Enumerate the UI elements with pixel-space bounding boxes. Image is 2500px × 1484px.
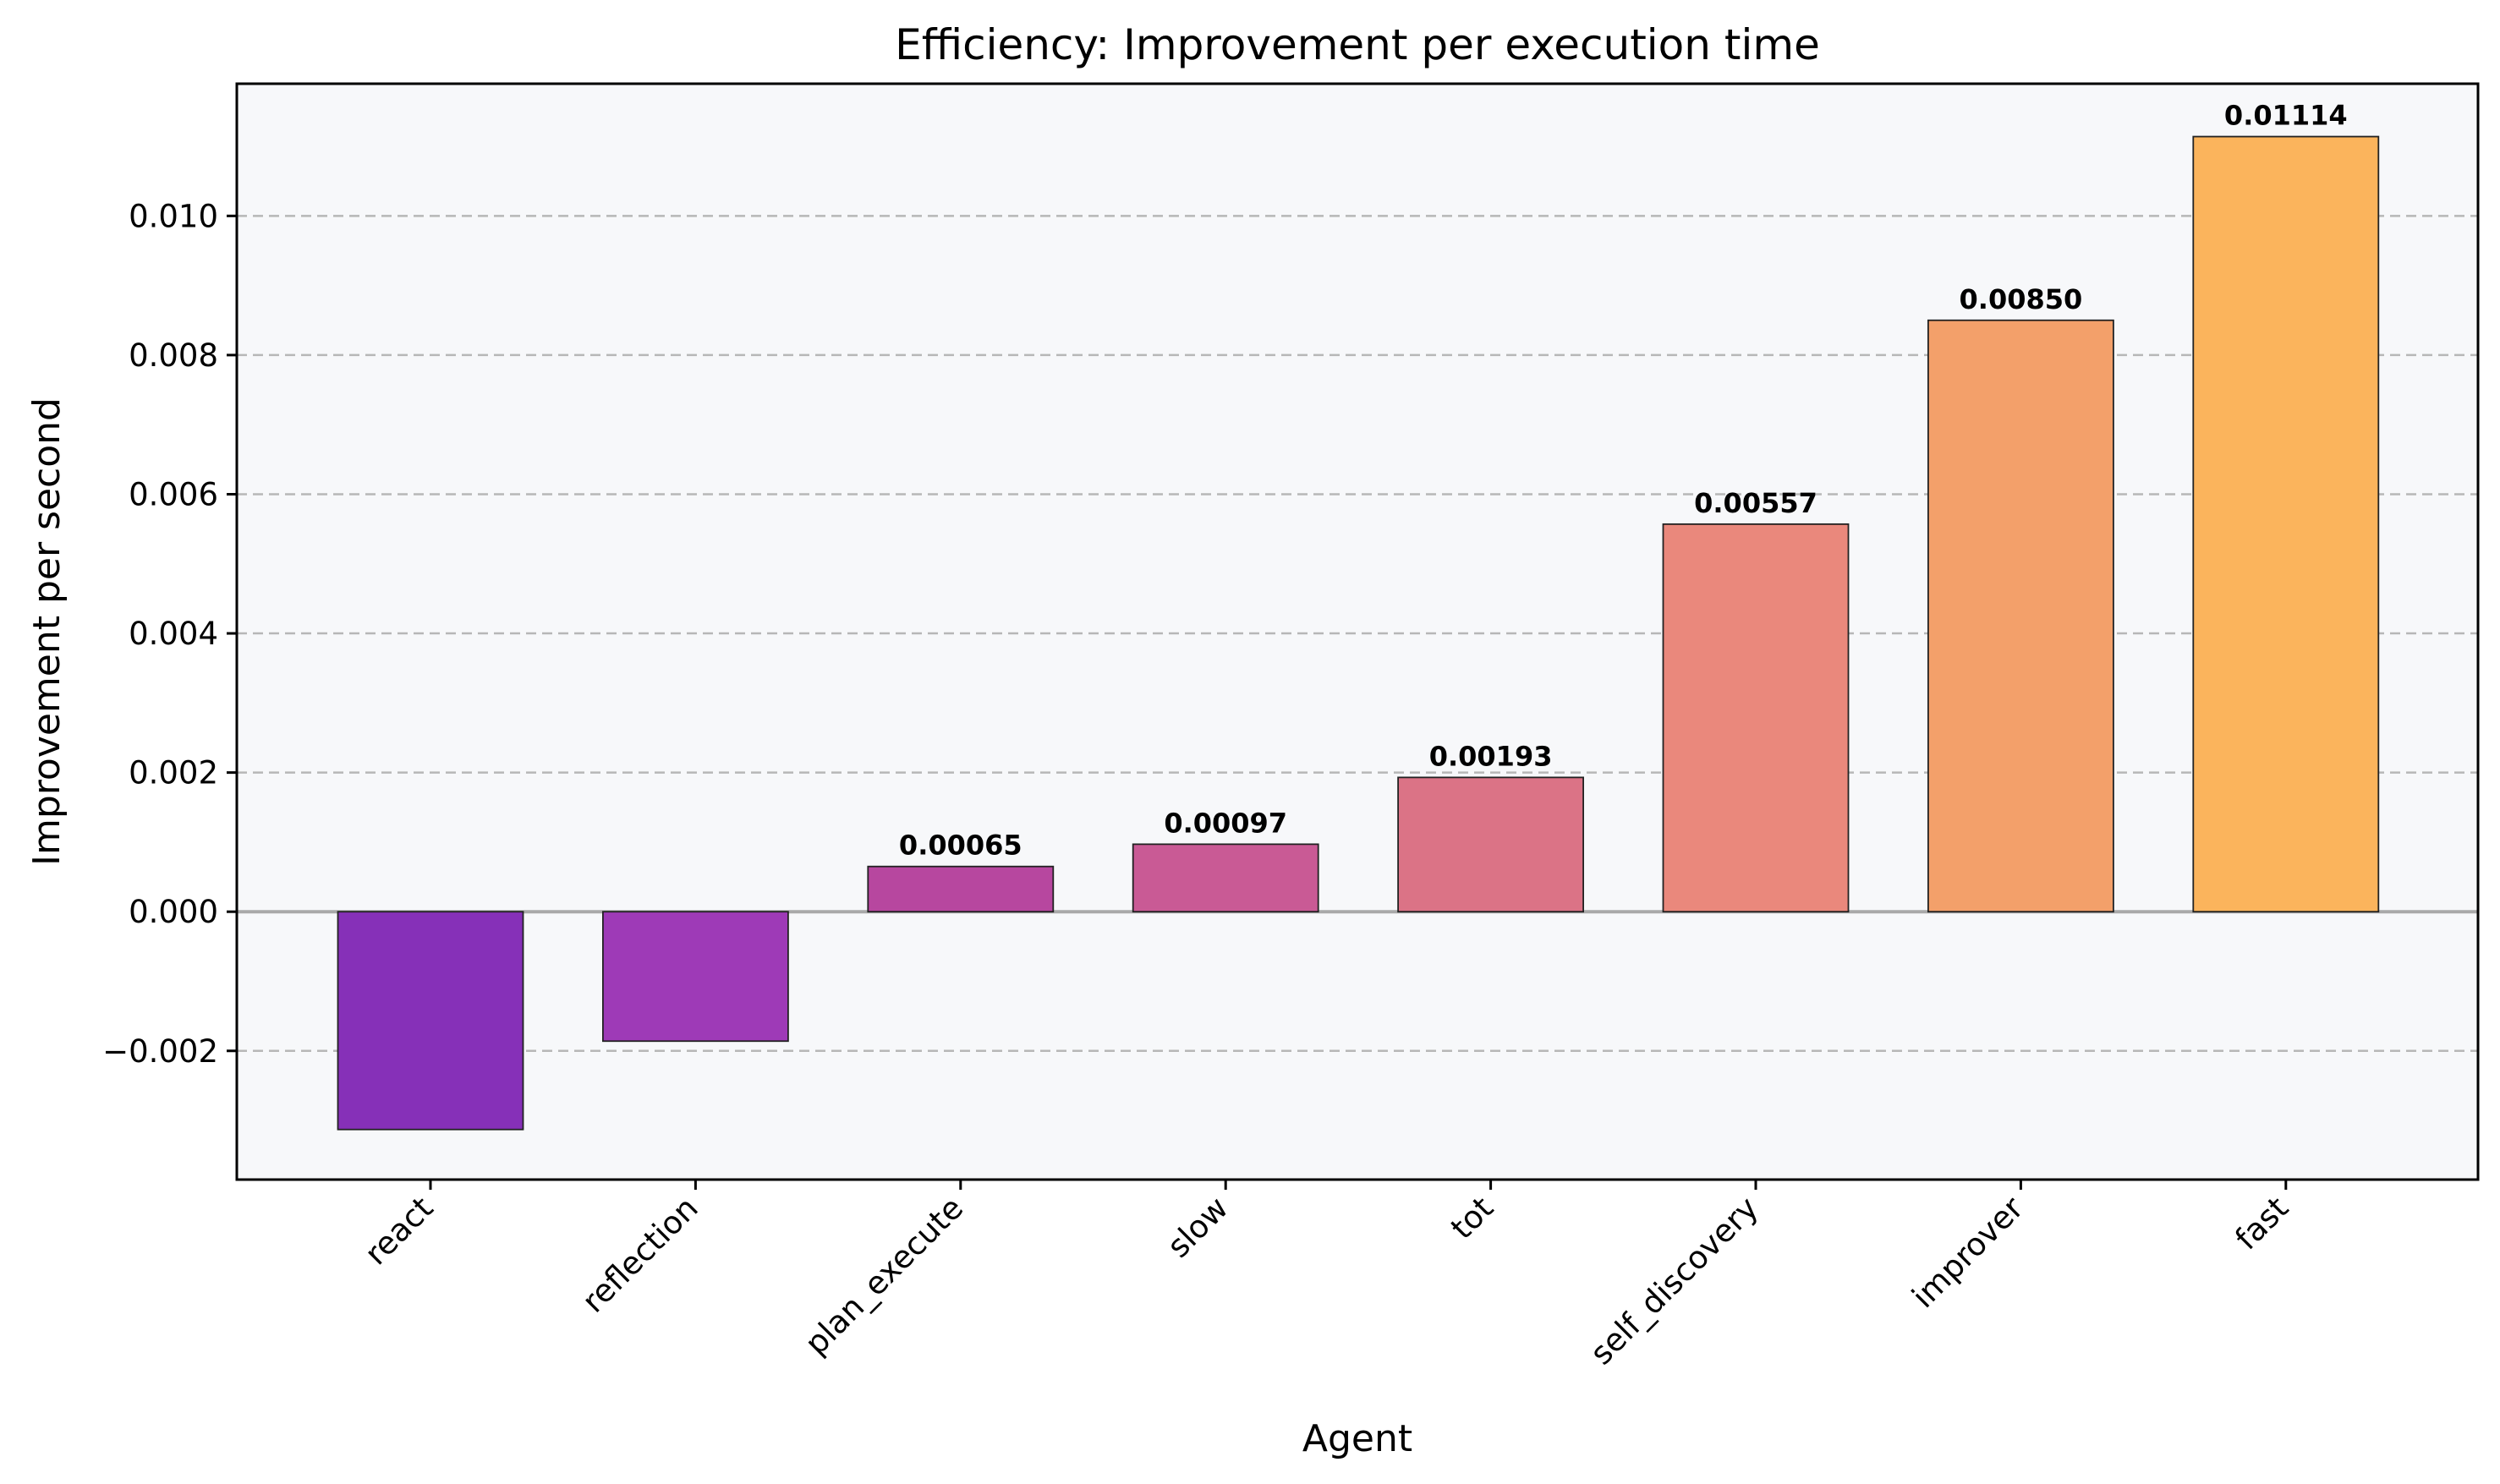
- x-tick-label: slow: [1160, 1190, 1236, 1265]
- data-label: 0.00097: [1164, 807, 1287, 839]
- x-tick-label: fast: [2229, 1190, 2296, 1257]
- x-tick-label: reflection: [575, 1190, 705, 1320]
- x-tick-label: self_discovery: [1583, 1190, 1765, 1372]
- data-labels: 0.00065 0.00097 0.00193 0.00557 0.00850 0.011…: [899, 100, 2348, 862]
- y-tick-label: 0.010: [129, 198, 218, 234]
- bar-improver: [1927, 319, 2114, 913]
- bar-react: [337, 911, 524, 1131]
- y-axis-label: Improvement per second: [25, 397, 69, 866]
- y-tick-label: −0.002: [102, 1033, 218, 1070]
- y-tick-label: 0.000: [129, 894, 218, 930]
- plot-frame: [235, 82, 2480, 1181]
- plot-area: [237, 84, 2478, 1180]
- x-axis-label: Agent: [1302, 1417, 1412, 1460]
- data-label: 0.00557: [1694, 487, 1817, 519]
- x-tick-label: tot: [1444, 1190, 1500, 1246]
- data-label: 0.00193: [1429, 740, 1553, 772]
- bar-plan-execute: [867, 865, 1055, 913]
- x-axis-ticks: react reflection plan_execute slow tot self_d…: [358, 1180, 2295, 1372]
- bar-tot: [1397, 776, 1584, 913]
- y-tick-label: 0.004: [129, 616, 218, 652]
- data-label: 0.00065: [899, 830, 1022, 862]
- bar-fast: [2192, 135, 2380, 913]
- bar-slow: [1132, 843, 1319, 913]
- data-label: 0.01114: [2224, 100, 2348, 132]
- bar-self-discovery: [1662, 523, 1850, 913]
- y-axis-ticks: −0.002 0.000 0.002 0.004 0.006 0.008 0.010: [102, 198, 237, 1070]
- x-tick-label: react: [358, 1190, 440, 1272]
- x-tick-label: improver: [1905, 1189, 2031, 1315]
- bars: [337, 135, 2380, 1131]
- bar-reflection: [602, 911, 789, 1043]
- chart-title: Efficiency: Improvement per execution ti…: [895, 20, 1820, 69]
- x-tick-label: plan_execute: [798, 1190, 970, 1362]
- y-tick-label: 0.008: [129, 337, 218, 374]
- y-tick-label: 0.006: [129, 476, 218, 512]
- y-tick-label: 0.002: [129, 755, 218, 791]
- data-label: 0.00850: [1960, 283, 2083, 315]
